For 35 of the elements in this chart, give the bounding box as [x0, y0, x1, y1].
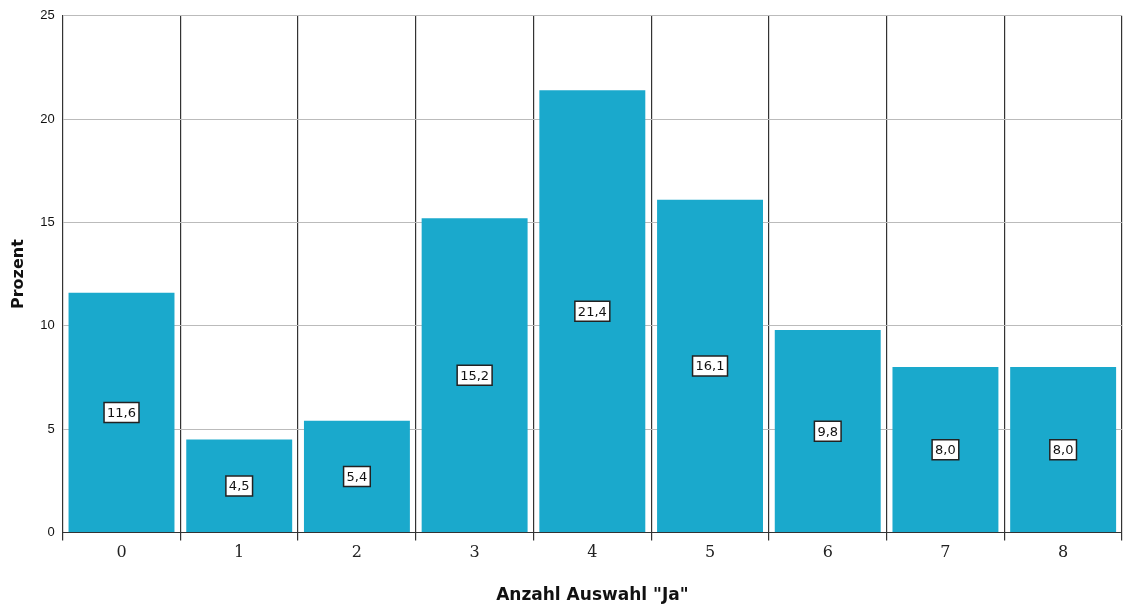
- data-label: 15,2: [460, 367, 490, 383]
- x-tick-label: 3: [469, 542, 480, 562]
- x-tick-label: 2: [351, 542, 363, 562]
- bar: [774, 329, 881, 532]
- y-tick-label: 10: [40, 317, 55, 333]
- bar: [421, 218, 528, 532]
- y-tick-label: 20: [40, 110, 55, 126]
- data-label: 11,6: [107, 404, 136, 420]
- data-label: 9,8: [817, 423, 839, 439]
- bar: [68, 292, 175, 532]
- bar: [892, 367, 999, 532]
- data-label: 4,5: [228, 478, 250, 494]
- bar: [539, 90, 646, 532]
- y-tick-label: 0: [47, 523, 55, 539]
- x-tick-label: 1: [234, 542, 245, 562]
- data-label: 16,1: [695, 358, 725, 374]
- bar: [657, 199, 763, 532]
- x-tick-label: 4: [587, 542, 598, 562]
- y-tick-label: 5: [47, 420, 55, 436]
- y-tick-label: 15: [40, 214, 55, 230]
- x-tick-label: 5: [704, 542, 716, 562]
- y-tick-label: 25: [40, 7, 55, 23]
- x-tick-label: 8: [1058, 542, 1069, 562]
- bar: [303, 420, 410, 532]
- data-label: 21,4: [577, 303, 607, 319]
- x-axis-title: Anzahl Auswahl "Ja": [496, 584, 689, 605]
- y-axis-title: Prozent: [7, 238, 27, 310]
- bar: [186, 439, 293, 532]
- data-label: 8,0: [1052, 442, 1074, 458]
- data-label: 8,0: [935, 442, 956, 458]
- x-tick-label: 0: [116, 542, 127, 562]
- bar: [1010, 367, 1117, 532]
- x-tick-label: 7: [940, 542, 951, 562]
- x-tick-label: 6: [822, 542, 833, 562]
- data-label: 5,4: [346, 468, 368, 484]
